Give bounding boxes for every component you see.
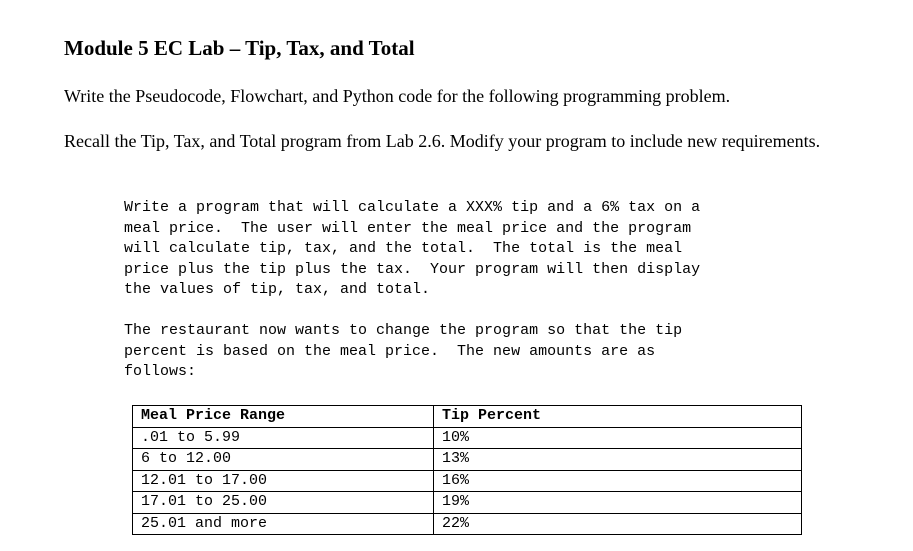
meal-price-range-cell: 25.01 and more bbox=[132, 512, 434, 535]
tip-percent-table: Meal Price Range Tip Percent .01 to 5.99… bbox=[132, 405, 802, 535]
requirements-line: Write a program that will calculate a XX… bbox=[124, 199, 701, 216]
meal-price-range-cell: 17.01 to 25.00 bbox=[132, 491, 434, 514]
change-line: The restaurant now wants to change the p… bbox=[124, 322, 683, 339]
tip-percent-cell: 10% bbox=[433, 426, 802, 449]
table-row: 12.01 to 17.00 16% bbox=[132, 469, 802, 492]
intro-paragraph: Write the Pseudocode, Flowchart, and Pyt… bbox=[64, 86, 731, 106]
document-title: Module 5 EC Lab – Tip, Tax, and Total bbox=[64, 36, 415, 60]
requirements-block: Write a program that will calculate a XX… bbox=[124, 198, 700, 301]
table-row: 25.01 and more 22% bbox=[132, 512, 802, 535]
header-meal-price-range: Meal Price Range bbox=[132, 405, 434, 428]
tip-percent-cell: 16% bbox=[433, 469, 802, 492]
tip-percent-cell: 19% bbox=[433, 491, 802, 514]
table-row: 17.01 to 25.00 19% bbox=[132, 491, 802, 514]
requirements-line: the values of tip, tax, and total. bbox=[124, 281, 431, 299]
change-line: follows: bbox=[124, 363, 197, 381]
meal-price-range-cell: .01 to 5.99 bbox=[132, 426, 434, 449]
recall-paragraph: Recall the Tip, Tax, and Total program f… bbox=[64, 131, 821, 151]
requirements-line: price plus the tip plus the tax. Your pr… bbox=[124, 260, 701, 278]
change-line: percent is based on the meal price. The … bbox=[124, 342, 656, 360]
table-row: 6 to 12.00 13% bbox=[132, 448, 802, 471]
meal-price-range-cell: 6 to 12.00 bbox=[132, 448, 434, 471]
tip-percent-cell: 22% bbox=[433, 512, 802, 535]
table-header-row: Meal Price Range Tip Percent bbox=[132, 405, 802, 428]
change-block: The restaurant now wants to change the p… bbox=[124, 321, 682, 383]
table-row: .01 to 5.99 10% bbox=[132, 426, 802, 449]
header-tip-percent: Tip Percent bbox=[433, 405, 802, 428]
tip-percent-cell: 13% bbox=[433, 448, 802, 471]
requirements-line: will calculate tip, tax, and the total. … bbox=[124, 240, 683, 258]
meal-price-range-cell: 12.01 to 17.00 bbox=[132, 469, 434, 492]
requirements-line: meal price. The user will enter the meal… bbox=[124, 219, 692, 237]
